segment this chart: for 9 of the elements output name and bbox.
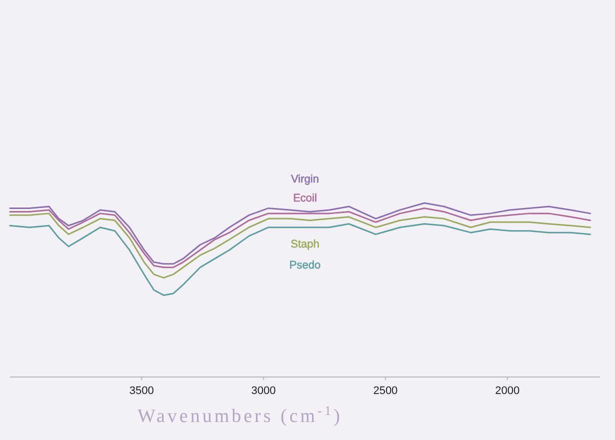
x-tick-label: 3500 <box>129 385 154 397</box>
x-tick-label: 2500 <box>373 385 398 397</box>
text: Virgin <box>291 174 319 186</box>
text: Psedo <box>289 259 321 272</box>
x-axis-title: Wavenumbers (cm$^{-1}$) <box>138 402 342 427</box>
series-label: Ecoil <box>293 192 317 205</box>
x-tick-label: 2000 <box>495 385 520 397</box>
x-tick-label: 3000 <box>251 385 276 397</box>
series-label: Staph <box>290 238 320 250</box>
